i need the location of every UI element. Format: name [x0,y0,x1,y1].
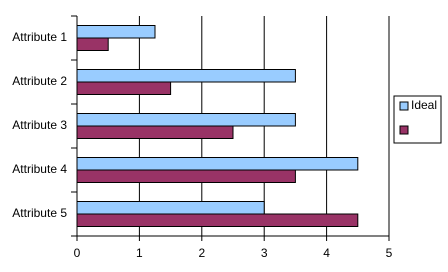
bar [76,213,359,227]
y-tick-label: Attribute 4 [12,162,67,176]
y-tick-label: Attribute 2 [12,74,67,88]
legend-swatch [399,101,409,111]
bar [76,169,296,183]
y-tick-label: Attribute 3 [12,118,67,132]
bar [76,25,156,39]
legend-box [393,95,442,144]
x-tick-label: 2 [198,246,205,260]
legend-label: Ideal [411,98,437,112]
legend-swatch [399,125,409,135]
x-tick-label: 5 [386,246,393,260]
x-tick-label: 3 [261,246,268,260]
x-tick-label: 1 [136,246,143,260]
y-tick-label: Attribute 1 [12,30,67,44]
bar [76,157,359,171]
bar [76,37,109,51]
bar [76,81,172,95]
bar [76,125,234,139]
x-tick-label: 0 [74,246,81,260]
bar [76,113,296,127]
bar [76,201,265,215]
bar [76,69,296,83]
y-tick-label: Attribute 5 [12,206,67,220]
x-tick-label: 4 [323,246,330,260]
